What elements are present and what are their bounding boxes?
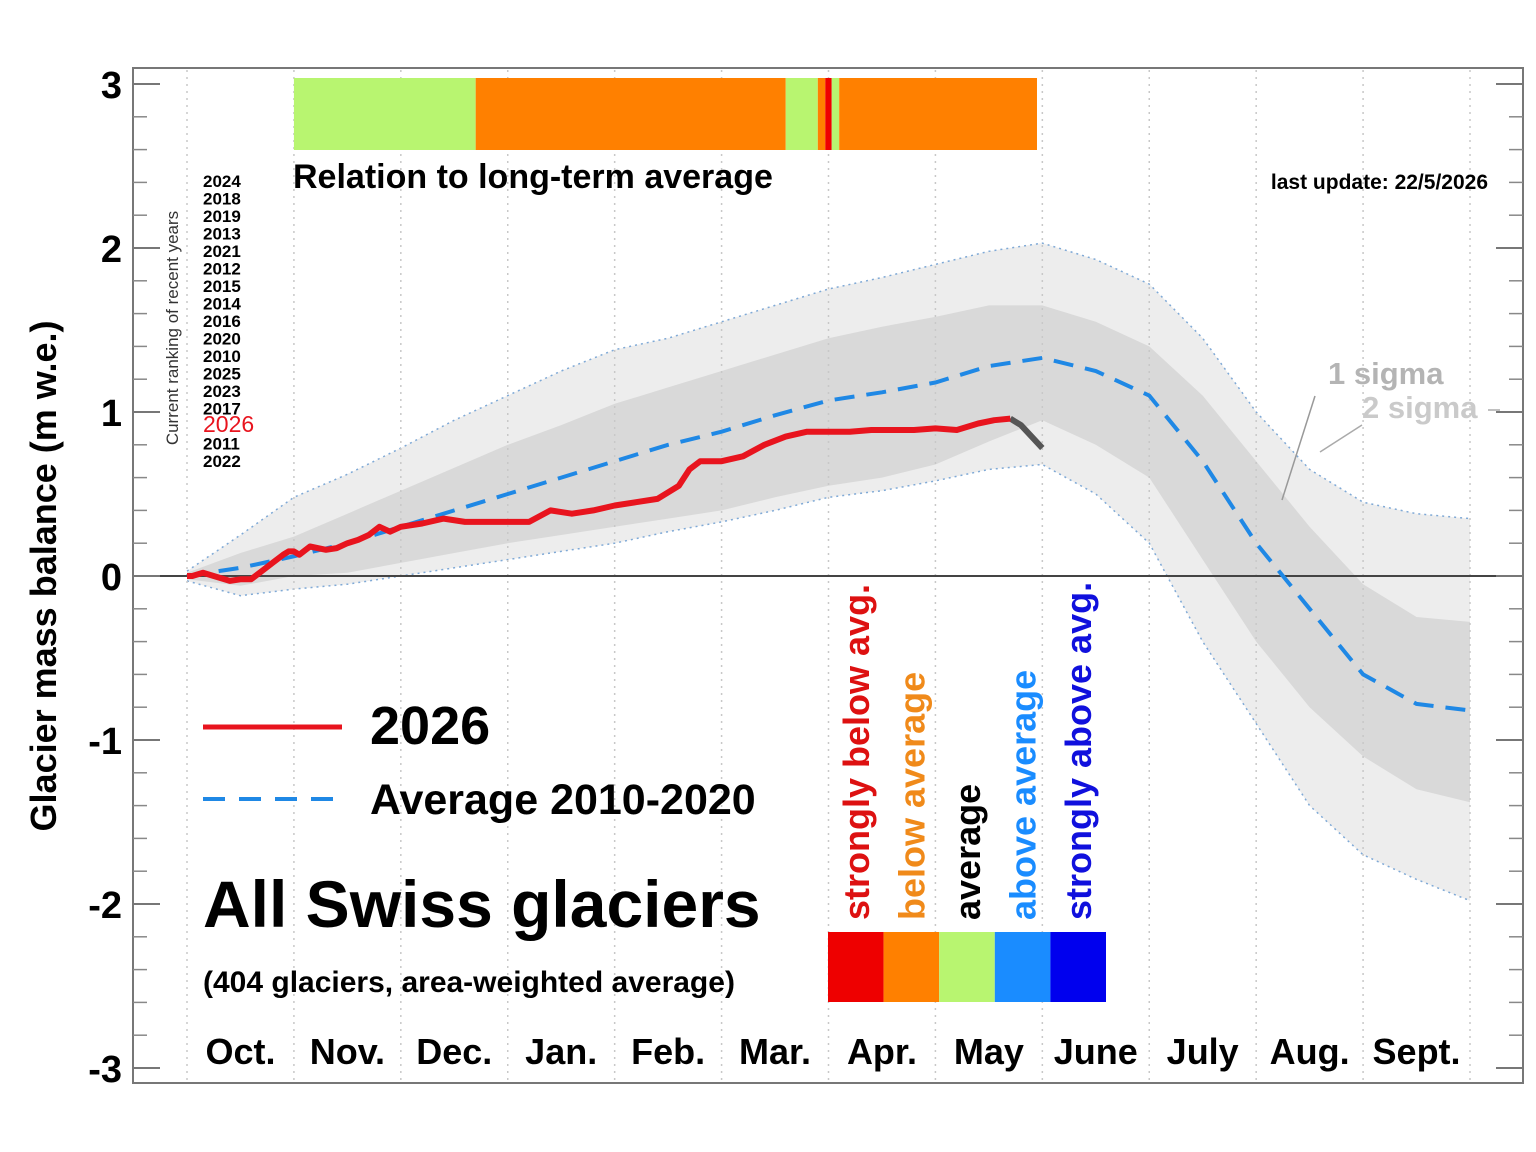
ranking-year: 2022	[203, 452, 241, 471]
x-month-label: Mar.	[739, 1031, 811, 1072]
ranking-year: 2025	[203, 365, 241, 384]
sigma-1-pointer	[1281, 395, 1316, 501]
ranking-list: 2024201820192013202120122015201420162020…	[203, 172, 254, 471]
ranking-year: 2014	[203, 295, 241, 314]
ranking-year-highlight: 2026	[203, 411, 254, 437]
chart-title: All Swiss glaciers	[203, 867, 761, 941]
x-month-label: Oct.	[205, 1031, 275, 1072]
x-month-label: Apr.	[847, 1031, 917, 1072]
ranking-year: 2010	[203, 347, 241, 366]
category-swatch	[883, 932, 940, 1002]
x-month-label: Dec.	[416, 1031, 492, 1072]
ranking-year: 2019	[203, 207, 241, 226]
ranking-year: 2018	[203, 190, 241, 209]
category-legend: strongly below avg. below average average a…	[828, 582, 1106, 1002]
ranking-year: 2017	[203, 400, 241, 419]
y-tick-label: 2	[101, 229, 122, 271]
category-label: strongly below avg.	[836, 584, 877, 920]
sigma-2-label: 2 sigma	[1362, 390, 1478, 425]
sigma-2-pointer	[1319, 424, 1363, 453]
category-label: strongly above avg.	[1058, 582, 1099, 920]
ranking-year: 2013	[203, 225, 241, 244]
y-axis-label: Glacier mass balance (m w.e.)	[23, 321, 64, 832]
x-axis-labels: Oct. Nov. Dec. Jan. Feb. Mar. Apr. May June July A…	[205, 1031, 1460, 1072]
relation-bar-segment	[293, 78, 476, 150]
series-line-2026	[187, 415, 1011, 584]
x-month-label: Aug.	[1270, 1031, 1350, 1072]
y-tick-label: 0	[101, 557, 122, 599]
ranking-year: 2015	[203, 277, 241, 296]
x-month-label: Nov.	[310, 1031, 385, 1072]
ranking-year: 2011	[203, 435, 240, 454]
last-update: last update: 22/5/2026	[1271, 171, 1488, 194]
x-month-label: Jan.	[525, 1031, 597, 1072]
y-tick-label: 1	[101, 393, 122, 435]
relation-label: Relation to long-term average	[293, 158, 773, 196]
x-month-label: Feb.	[631, 1031, 705, 1072]
ranking-year: 2012	[203, 260, 241, 279]
x-month-label: May	[954, 1031, 1024, 1072]
y-tick-label: -2	[88, 885, 122, 927]
ranking-year: 2024	[203, 172, 241, 191]
ranking-year: 2016	[203, 312, 241, 331]
category-label: below average	[891, 672, 932, 920]
chart-subtitle: (404 glaciers, area-weighted average)	[203, 966, 735, 999]
category-label: above average	[1003, 670, 1044, 920]
category-label: average	[947, 784, 988, 920]
series-line-provisional	[1008, 416, 1045, 451]
relation-bar-segment	[475, 78, 786, 150]
x-month-label: Sept.	[1373, 1031, 1461, 1072]
ranking-year: 2021	[203, 242, 241, 261]
relation-bar	[293, 78, 1037, 150]
relation-bar-segment	[785, 78, 818, 150]
relation-bar-segment	[825, 78, 832, 150]
sigma-1-band	[187, 305, 1470, 803]
x-month-label: June	[1054, 1031, 1138, 1072]
ranking-year: 2023	[203, 382, 241, 401]
ranking-year: 2020	[203, 330, 241, 349]
relation-bar-segment	[839, 78, 1037, 150]
ranking-title: Current ranking of recent years	[163, 211, 182, 445]
relation-bar-segment	[817, 78, 826, 150]
sigma-1-label: 1 sigma	[1328, 356, 1444, 391]
y-tick-label: 3	[101, 65, 122, 107]
category-swatch	[939, 932, 995, 1002]
relation-bar-segment	[831, 78, 840, 150]
x-month-label: July	[1167, 1031, 1239, 1072]
y-axis-ticks: 3 2 1 0 -1 -2 -3	[88, 65, 1523, 1091]
y-tick-label: -3	[88, 1049, 122, 1091]
category-swatch	[1050, 932, 1106, 1002]
legend-label-average: Average 2010-2020	[370, 776, 756, 824]
category-swatch	[828, 932, 884, 1002]
category-swatch	[994, 932, 1051, 1002]
legend-label-2026: 2026	[370, 696, 490, 756]
series-lines	[186, 355, 1471, 713]
y-tick-label: -1	[88, 721, 122, 763]
